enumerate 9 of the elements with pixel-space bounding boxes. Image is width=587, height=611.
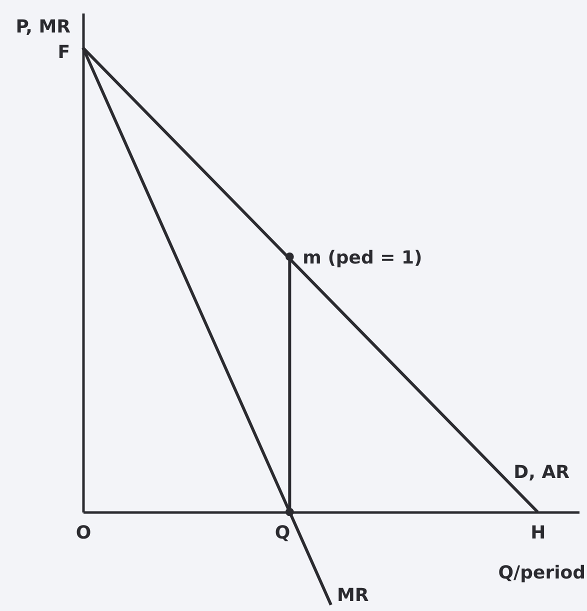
x-tick-label: Q (274, 522, 290, 544)
annotation: F (58, 42, 70, 63)
annotation: m (ped = 1) (302, 248, 422, 269)
series-label: D, AR (514, 462, 570, 483)
series-label: MR (337, 584, 369, 606)
x-axis-title: Q/period (498, 562, 586, 584)
x-tick-label: O (76, 522, 92, 544)
x-tick-label: H (530, 522, 546, 544)
y-axis-title: P, MR (16, 16, 71, 38)
